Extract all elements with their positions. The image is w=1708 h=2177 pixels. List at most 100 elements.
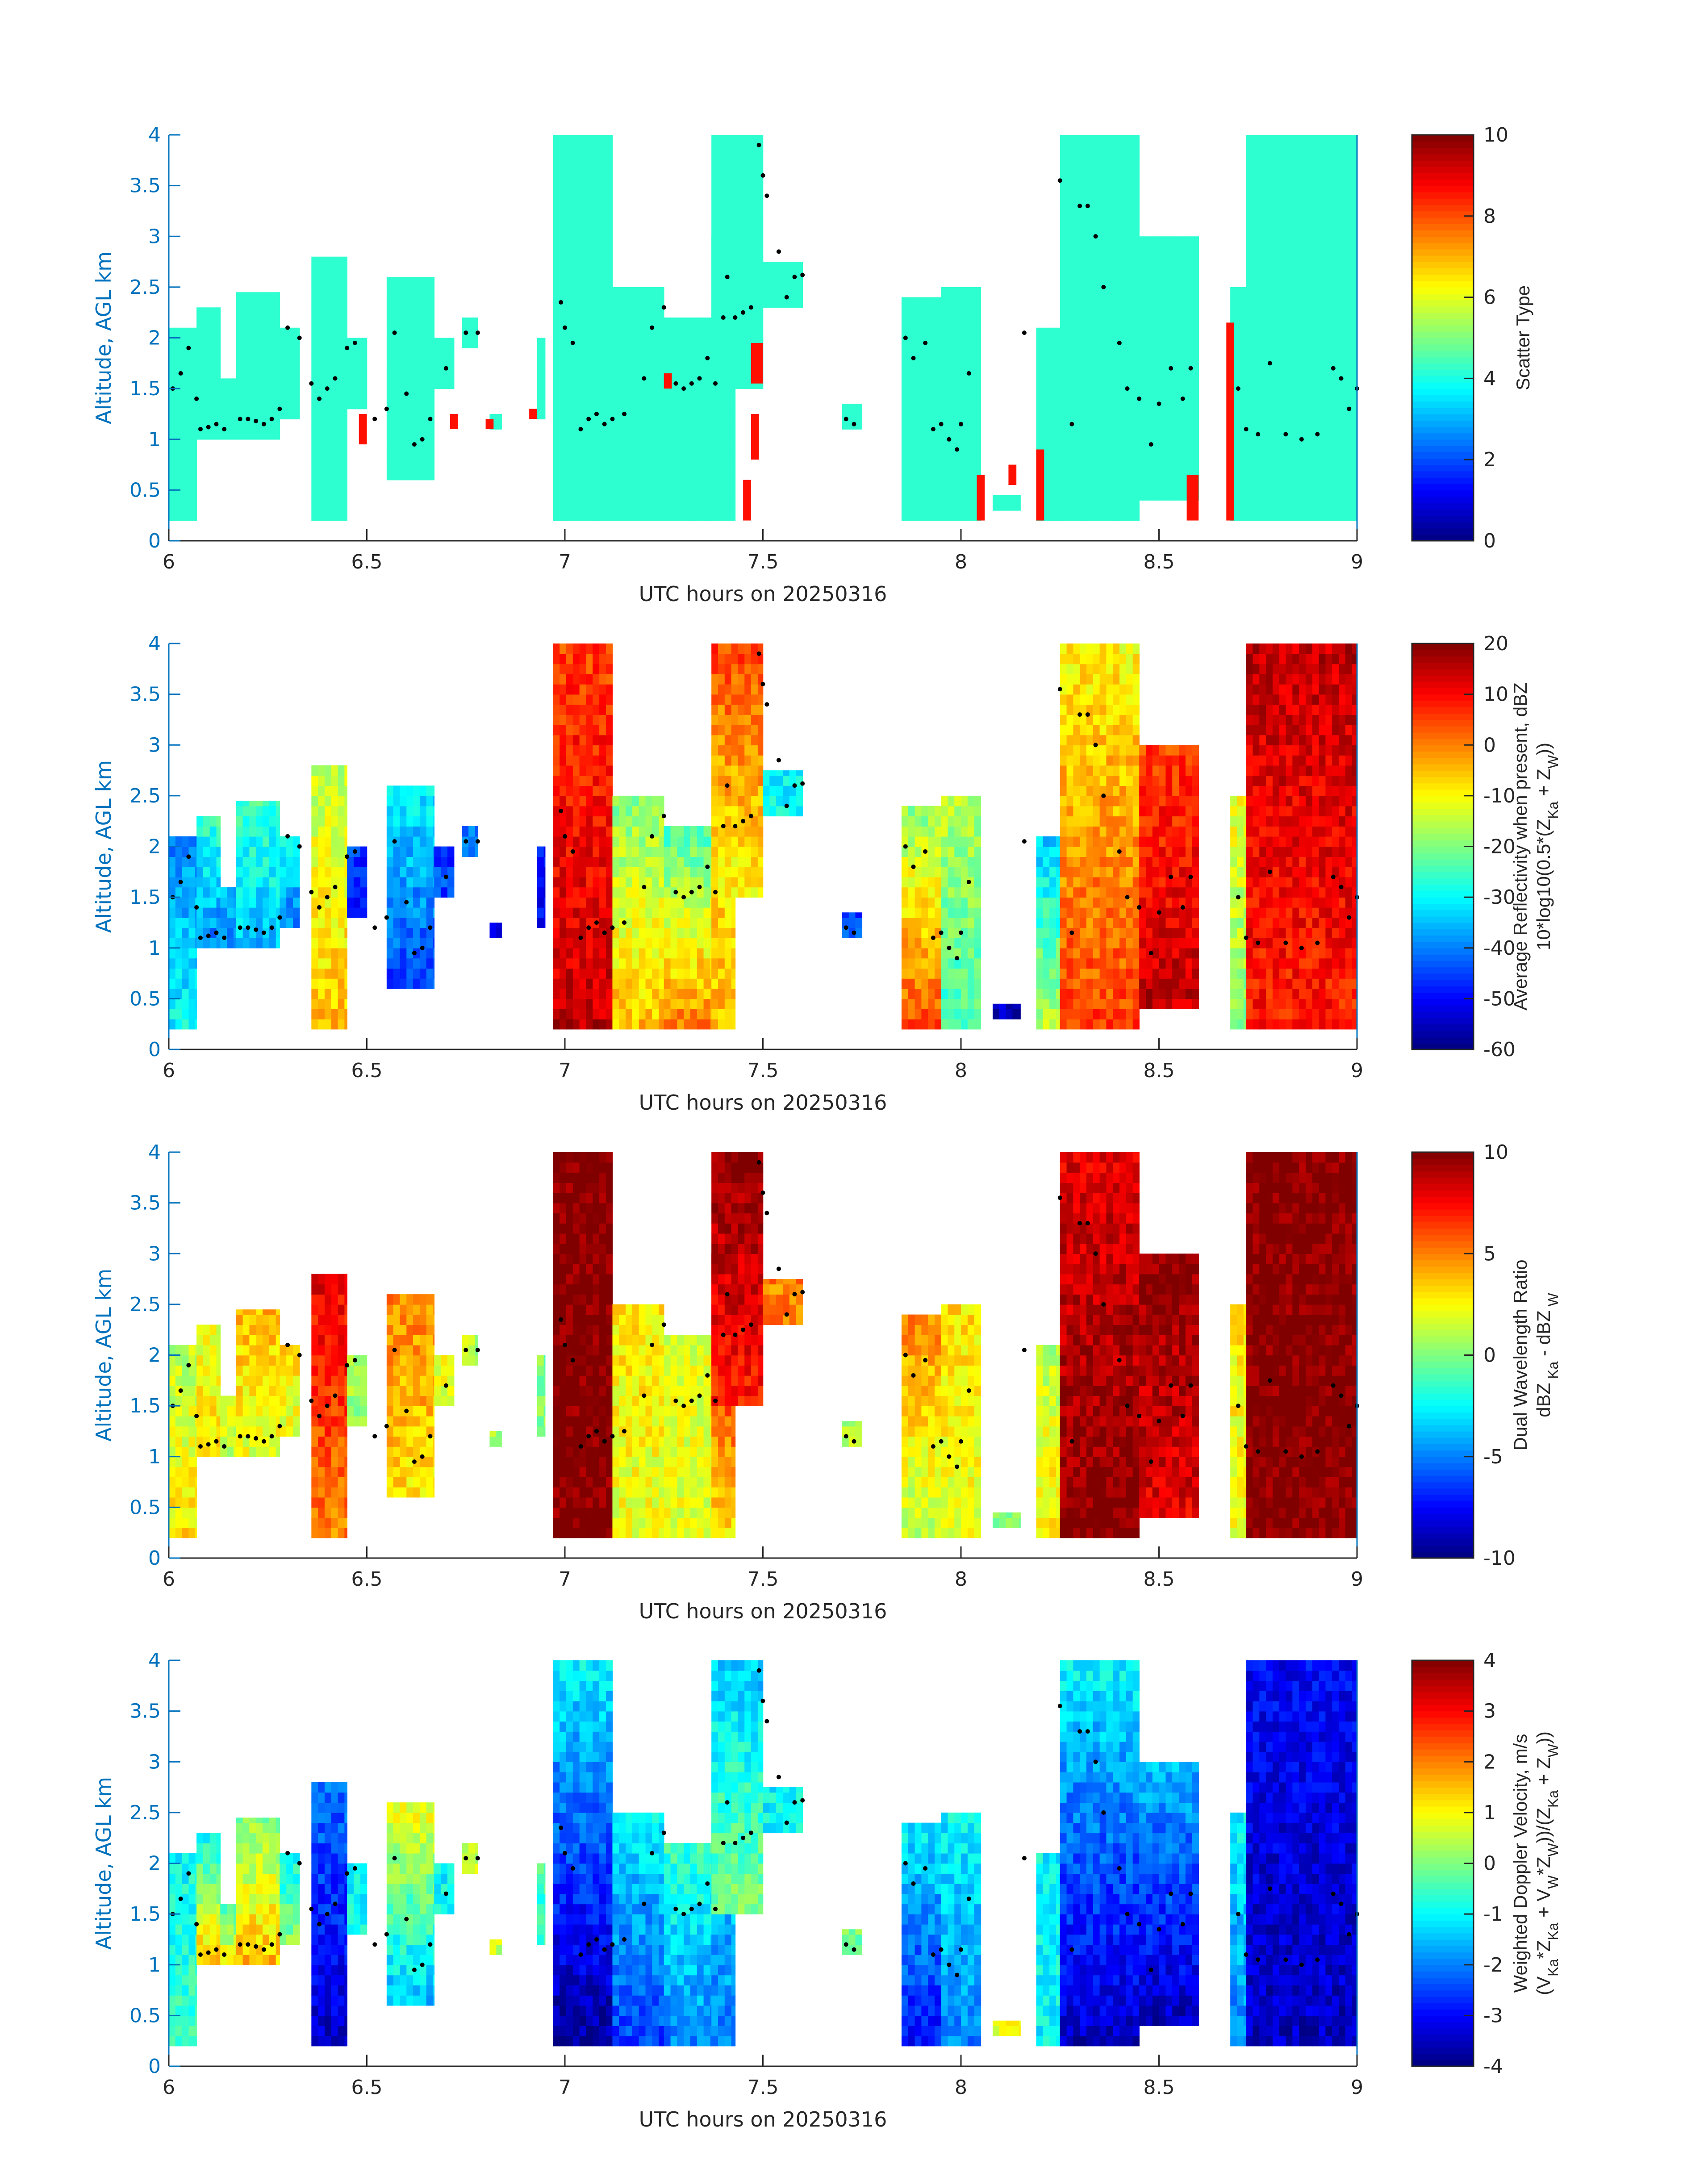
heatmap-cell bbox=[242, 938, 250, 949]
heatmap-cell bbox=[718, 398, 725, 409]
heatmap-cell bbox=[543, 338, 546, 349]
heatmap-cell bbox=[1246, 165, 1253, 176]
heatmap-cell bbox=[1080, 256, 1087, 267]
heatmap-cell bbox=[1036, 348, 1044, 359]
heatmap-cell bbox=[954, 439, 961, 450]
heatmap-cell bbox=[645, 816, 653, 827]
heatmap-cell bbox=[331, 429, 338, 440]
heatmap-cell bbox=[731, 256, 739, 267]
heatmap-cell bbox=[1145, 398, 1153, 409]
heatmap-cell bbox=[175, 978, 183, 989]
heatmap-cell bbox=[393, 826, 401, 837]
heatmap-cell bbox=[684, 836, 691, 847]
heatmap-cell bbox=[659, 439, 664, 450]
heatmap-cell bbox=[1339, 226, 1346, 237]
heatmap-cell bbox=[908, 327, 915, 338]
heatmap-cell bbox=[632, 480, 639, 491]
heatmap-cell bbox=[738, 175, 745, 186]
heatmap-cell bbox=[338, 419, 345, 430]
heatmap-cell bbox=[606, 653, 613, 664]
heatmap-cell bbox=[496, 928, 502, 938]
heatmap-cell bbox=[311, 277, 318, 288]
heatmap-cell bbox=[1119, 206, 1127, 217]
heatmap-cell bbox=[731, 287, 739, 298]
heatmap-cell bbox=[1272, 175, 1280, 186]
heatmap-cell bbox=[1299, 368, 1306, 379]
heatmap-cell bbox=[751, 256, 758, 267]
heatmap-cell bbox=[632, 948, 639, 959]
heatmap-cell bbox=[1113, 398, 1120, 409]
heatmap-cell bbox=[1305, 216, 1313, 227]
heatmap-cell bbox=[659, 887, 664, 898]
heatmap-cell bbox=[182, 469, 189, 481]
heatmap-cell bbox=[1126, 277, 1133, 288]
heatmap-cell bbox=[1259, 469, 1266, 481]
heatmap-cell bbox=[496, 414, 502, 420]
heatmap-cell bbox=[263, 378, 270, 389]
heatmap-cell bbox=[619, 439, 626, 450]
heatmap-cell bbox=[1286, 185, 1293, 196]
heatmap-cell bbox=[1253, 175, 1260, 186]
heatmap-cell bbox=[572, 877, 580, 888]
heatmap-cell bbox=[1093, 500, 1100, 511]
heatmap-cell bbox=[1099, 196, 1107, 206]
heatmap-cell bbox=[612, 297, 620, 308]
heatmap-cell bbox=[935, 389, 942, 399]
heatmap-cell bbox=[426, 826, 434, 837]
heatmap-cell bbox=[1299, 155, 1306, 166]
heatmap-cell bbox=[1119, 419, 1127, 430]
heatmap-cell bbox=[447, 378, 455, 389]
heatmap-cell bbox=[566, 836, 573, 847]
heatmap-cell bbox=[652, 795, 659, 806]
heatmap-cell bbox=[426, 795, 434, 806]
heatmap-cell bbox=[426, 277, 434, 288]
heatmap-cell bbox=[1292, 145, 1299, 156]
heatmap-cell bbox=[670, 938, 678, 949]
heatmap-cell bbox=[1043, 327, 1050, 338]
heatmap-cell bbox=[566, 165, 573, 176]
heatmap-cell bbox=[419, 307, 427, 318]
heatmap-cell bbox=[566, 135, 573, 146]
heatmap-cell bbox=[360, 389, 367, 399]
heatmap-cell bbox=[1266, 368, 1273, 379]
heatmap-cell bbox=[360, 846, 367, 857]
heatmap-cell bbox=[664, 968, 671, 979]
heatmap-cell bbox=[908, 500, 915, 511]
heatmap-cell bbox=[1152, 439, 1160, 450]
heatmap-cell bbox=[433, 958, 435, 969]
heatmap-cell bbox=[1305, 480, 1313, 491]
heatmap-cell bbox=[496, 922, 502, 928]
heatmap-cell bbox=[338, 368, 345, 379]
heatmap-cell bbox=[169, 449, 176, 460]
heatmap-cell bbox=[256, 887, 263, 898]
heatmap-cell bbox=[690, 1019, 697, 1030]
heatmap-cell bbox=[670, 419, 678, 430]
data-point bbox=[1057, 178, 1062, 183]
heatmap-cell bbox=[413, 795, 420, 806]
heatmap-cell bbox=[553, 938, 560, 949]
heatmap-cell bbox=[175, 398, 183, 409]
heatmap-cell bbox=[572, 348, 580, 359]
heatmap-cell bbox=[1266, 419, 1273, 430]
heatmap-cell bbox=[543, 378, 546, 389]
heatmap-cell bbox=[1060, 196, 1067, 206]
heatmap-cell bbox=[1253, 409, 1260, 420]
heatmap-cell bbox=[1060, 135, 1067, 146]
heatmap-cell bbox=[599, 409, 606, 420]
heatmap-cell bbox=[292, 917, 300, 928]
heatmap-cell bbox=[566, 327, 573, 338]
heatmap-cell bbox=[626, 297, 633, 308]
heatmap-cell bbox=[182, 348, 189, 359]
heatmap-cell bbox=[1325, 145, 1333, 156]
heatmap-cell bbox=[560, 439, 567, 450]
heatmap-cell bbox=[1325, 469, 1333, 481]
heatmap-cell bbox=[612, 318, 620, 328]
heatmap-cell bbox=[738, 297, 745, 308]
heatmap-cell bbox=[1339, 398, 1346, 409]
heatmap-cell bbox=[566, 510, 573, 521]
heatmap-cell bbox=[1253, 287, 1260, 298]
heatmap-cell bbox=[579, 287, 587, 298]
heatmap-cell bbox=[338, 287, 345, 298]
heatmap-cell bbox=[632, 490, 639, 501]
heatmap-cell bbox=[1139, 236, 1146, 247]
